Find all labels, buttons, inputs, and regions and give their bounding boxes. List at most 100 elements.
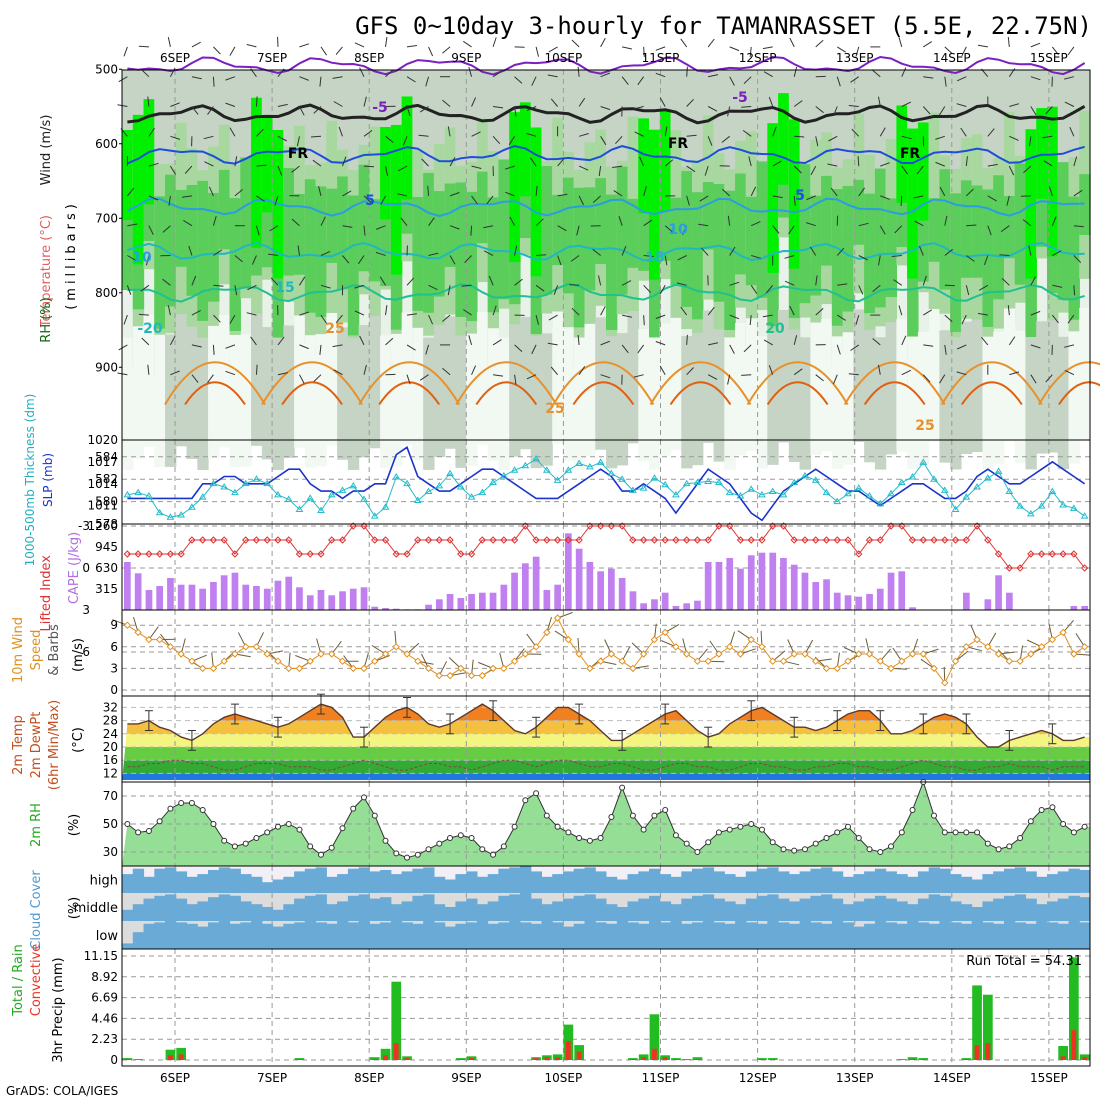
cloud-low-bar xyxy=(444,926,456,949)
temp2m-line xyxy=(127,703,1085,748)
wind-barb xyxy=(291,218,300,227)
wind-barb xyxy=(633,106,644,110)
cape-bar xyxy=(694,600,701,610)
thickness-point xyxy=(811,476,820,483)
day-label-bottom: 12SEP xyxy=(739,1071,777,1085)
wind-barb xyxy=(793,335,798,346)
wind-barb xyxy=(682,225,688,236)
cloud-middle-bar xyxy=(401,901,413,921)
thickness-point xyxy=(564,466,573,473)
wind-barb xyxy=(447,285,451,296)
wind-barb xyxy=(406,374,411,385)
wind-barb xyxy=(557,255,562,266)
rh2m-point xyxy=(597,835,604,841)
thickness-point xyxy=(220,483,229,490)
precip-tick: 4.46 xyxy=(91,1011,118,1025)
cloud-middle-bar xyxy=(606,904,618,921)
thickness-point xyxy=(510,466,519,473)
wind-barb xyxy=(643,186,647,197)
cloud-middle-bar xyxy=(724,901,736,921)
wind-barb xyxy=(961,46,967,57)
wind10-point xyxy=(285,664,293,673)
wind-barb xyxy=(277,135,288,142)
wind-barb xyxy=(999,254,1010,256)
wind-barb xyxy=(643,255,654,257)
precip-total-bar xyxy=(380,1048,391,1060)
thickness-point xyxy=(661,480,670,488)
wind-barb xyxy=(772,195,783,199)
rh2m-point xyxy=(888,843,894,850)
rh-block xyxy=(433,191,446,297)
wind-barb xyxy=(664,225,674,233)
wind-barb xyxy=(600,72,611,78)
cloud-low-bar xyxy=(423,921,435,949)
rh-block xyxy=(423,172,435,313)
lifted-index-point xyxy=(360,522,368,530)
wind-barb xyxy=(762,46,773,50)
lifted-index-point xyxy=(930,536,938,544)
rh2m-point xyxy=(307,843,314,850)
rh2m-point xyxy=(479,846,486,853)
day-label-bottom: 15SEP xyxy=(1030,1071,1068,1085)
cloud-middle-bar xyxy=(1025,898,1037,921)
wind-barb xyxy=(891,255,902,257)
rh2m-point xyxy=(909,807,916,813)
cloud-low-bar xyxy=(390,921,403,949)
precip-conv-bar xyxy=(168,1055,173,1060)
cloud-middle-bar xyxy=(702,894,715,921)
cloud-middle-bar xyxy=(950,901,962,921)
wind-barb xyxy=(256,195,265,202)
wind-barb xyxy=(213,284,224,287)
wind-barb xyxy=(978,284,989,291)
rh2m-point xyxy=(737,823,744,830)
label-temp2m-3: (6hr Min/Max) xyxy=(47,700,62,790)
thickness-point xyxy=(897,478,906,486)
cloud-low-bar xyxy=(541,921,553,949)
wind-barb xyxy=(944,46,953,54)
cloud-low-bar xyxy=(240,922,252,949)
wind-barb xyxy=(851,128,860,137)
cloud-middle-bar xyxy=(573,895,585,921)
temperature-isoline-warm xyxy=(766,381,829,406)
pressure-tick: 900 xyxy=(95,360,118,374)
wind-barb xyxy=(463,40,472,48)
wind-barb xyxy=(707,306,715,316)
rh-block xyxy=(240,157,252,289)
temperature-isoline xyxy=(127,282,1085,303)
wind-barb xyxy=(138,313,149,316)
wind-barb xyxy=(1073,285,1076,296)
day-label-bottom: 11SEP xyxy=(642,1071,680,1085)
cloud-high-bar xyxy=(928,867,940,893)
rh2m-point xyxy=(586,837,593,844)
thickness-point xyxy=(198,493,207,500)
cloud-high-bar xyxy=(466,871,478,893)
rh2m-point xyxy=(963,829,970,836)
lifted-index-point xyxy=(1016,564,1024,572)
wind-barb xyxy=(729,314,740,320)
wind-barb xyxy=(363,195,372,204)
wind10-point xyxy=(596,657,605,665)
cloud-middle-bar xyxy=(326,904,338,921)
precip-total-bar xyxy=(671,1058,681,1060)
cloud-high-bar xyxy=(724,874,736,893)
wind10-point xyxy=(220,657,228,665)
wind-barb xyxy=(526,106,537,112)
rh2m-point xyxy=(414,851,421,858)
wind10-point xyxy=(510,657,519,665)
thickness-point xyxy=(822,488,831,496)
wind-barb xyxy=(701,247,709,256)
wind-barb xyxy=(147,364,150,375)
label-lifted-index: Lifted Index xyxy=(39,555,54,632)
wind-barb xyxy=(256,128,264,137)
cloud-high-bar xyxy=(896,874,908,893)
wind-barb xyxy=(229,127,236,137)
wind-barb xyxy=(442,367,451,376)
cloud-high-bar xyxy=(982,874,994,893)
precip-conv-bar xyxy=(372,1059,378,1060)
lifted-index-point xyxy=(241,536,250,544)
cape-bar xyxy=(522,563,529,610)
cloud-high-bar xyxy=(412,868,424,893)
wind-barb xyxy=(492,374,504,377)
label-rh: RH (%) xyxy=(39,297,54,342)
cape-bar xyxy=(285,576,293,610)
